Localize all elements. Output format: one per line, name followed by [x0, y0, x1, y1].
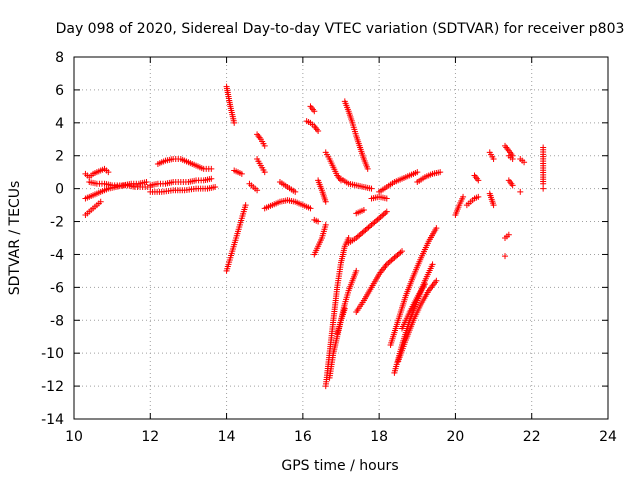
data-point	[368, 185, 375, 192]
y-tick-label: -6	[50, 280, 64, 296]
x-tick-label: 10	[65, 429, 83, 445]
x-tick-label: 12	[141, 429, 159, 445]
data-point	[376, 215, 383, 222]
data-points	[82, 83, 547, 390]
data-point	[391, 254, 398, 261]
x-tick-label: 14	[218, 429, 236, 445]
data-point	[315, 128, 322, 135]
data-point	[433, 277, 440, 284]
data-point	[357, 231, 364, 238]
data-point	[517, 188, 524, 195]
y-tick-label: 6	[55, 83, 64, 99]
data-point	[380, 211, 387, 218]
data-point	[383, 195, 390, 202]
data-point	[395, 250, 402, 257]
data-point	[505, 231, 512, 238]
data-point	[509, 182, 516, 189]
data-point	[386, 258, 393, 265]
data-point	[509, 152, 516, 159]
plot-frame	[73, 56, 609, 420]
data-point	[382, 209, 389, 216]
data-point	[360, 207, 367, 214]
data-point	[490, 156, 497, 163]
data-point	[307, 205, 314, 212]
y-tick-label: -10	[41, 346, 64, 362]
x-tick-label: 18	[370, 429, 388, 445]
data-point	[143, 179, 150, 186]
y-tick-label: -2	[50, 215, 64, 231]
data-point	[353, 267, 360, 274]
data-point	[414, 169, 421, 176]
y-tick-label: 8	[55, 50, 64, 66]
data-point	[292, 188, 299, 195]
chart-title: Day 098 of 2020, Sidereal Day-to-day VTE…	[56, 21, 625, 37]
data-point	[421, 281, 428, 288]
data-point	[374, 216, 381, 223]
x-tick-label: 22	[523, 429, 541, 445]
data-point	[356, 232, 363, 239]
y-tick-label: -12	[41, 379, 64, 395]
data-point	[362, 227, 369, 234]
data-point	[394, 252, 401, 259]
data-point	[231, 119, 238, 126]
data-point	[502, 253, 509, 260]
data-point	[242, 202, 249, 209]
y-tick-label: -4	[50, 247, 64, 263]
y-tick-label: 2	[55, 149, 64, 165]
data-point	[388, 257, 395, 264]
data-point	[437, 169, 444, 176]
data-point	[261, 169, 268, 176]
data-point	[433, 225, 440, 232]
data-point	[460, 193, 467, 200]
x-tick-label: 20	[447, 429, 465, 445]
y-tick-label: 4	[55, 116, 64, 132]
data-point	[383, 208, 390, 215]
y-tick-label: -8	[50, 313, 64, 329]
data-point	[475, 177, 482, 184]
data-point	[212, 183, 219, 190]
data-point	[385, 260, 392, 267]
data-point	[254, 187, 261, 194]
data-point	[322, 198, 329, 205]
data-point	[540, 185, 547, 192]
data-point	[365, 224, 372, 231]
data-point	[364, 165, 371, 172]
data-point	[377, 213, 384, 220]
data-point	[429, 261, 436, 268]
data-point	[208, 175, 215, 182]
y-tick-label: 0	[55, 182, 64, 198]
data-point	[341, 305, 348, 312]
data-point	[360, 228, 367, 235]
data-point	[399, 248, 406, 255]
data-point	[311, 108, 318, 115]
data-point	[366, 223, 373, 230]
data-point	[105, 169, 112, 176]
data-point	[371, 219, 378, 226]
y-axis-label: SDTVAR / TECUs	[7, 181, 23, 296]
data-point	[379, 212, 386, 219]
data-point	[490, 202, 497, 209]
x-tick-label: 16	[294, 429, 312, 445]
data-point	[238, 170, 245, 177]
grid-lines	[74, 57, 608, 419]
data-point	[311, 216, 318, 223]
data-point	[363, 225, 370, 232]
data-point	[368, 221, 375, 228]
y-tick-label: -14	[41, 412, 64, 428]
data-point	[261, 142, 268, 149]
data-point	[97, 198, 104, 205]
data-point	[322, 221, 329, 228]
x-tick-label: 24	[599, 429, 617, 445]
data-point	[359, 229, 366, 236]
data-point	[521, 159, 528, 166]
data-point	[208, 165, 215, 172]
data-point	[475, 193, 482, 200]
data-point	[389, 256, 396, 263]
data-point	[373, 217, 380, 224]
x-axis-label: GPS time / hours	[281, 458, 398, 474]
